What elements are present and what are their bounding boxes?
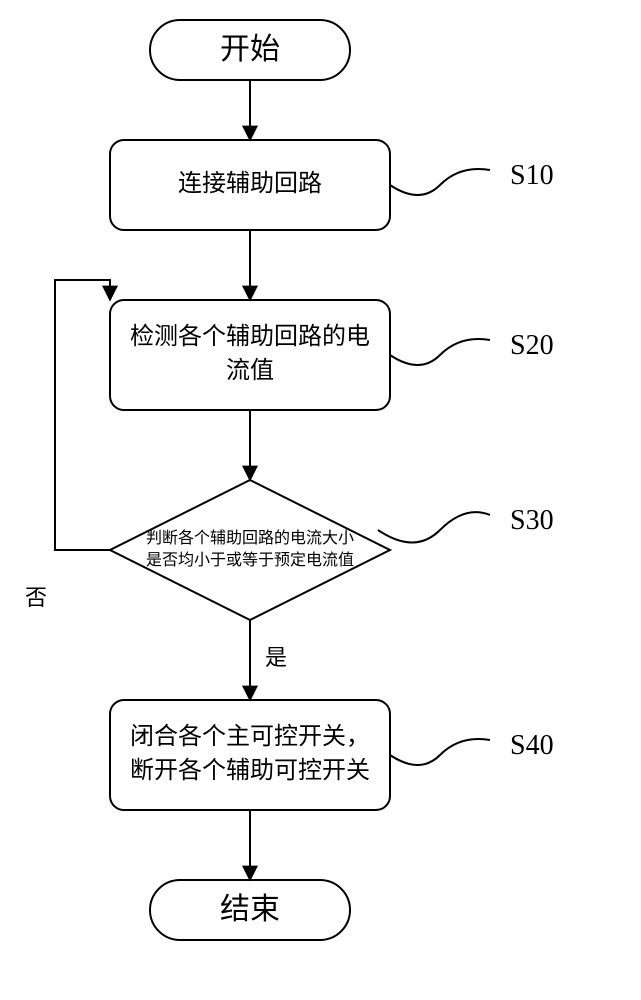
callout-s10 — [390, 169, 490, 195]
s20-id: S20 — [510, 330, 554, 362]
s30-id: S30 — [510, 505, 554, 537]
start-label: 开始 — [150, 20, 350, 80]
callout-s30 — [378, 512, 490, 542]
callout-s40 — [390, 739, 490, 765]
s10-id: S10 — [510, 160, 554, 192]
s40-label: 闭合各个主可控开关，断开各个辅助可控开关 — [120, 700, 380, 810]
callout-s20 — [390, 339, 490, 365]
edge-yes-label: 是 — [265, 640, 287, 672]
s40-id: S40 — [510, 730, 554, 762]
s10-label: 连接辅助回路 — [110, 140, 390, 230]
s30-label: 判断各个辅助回路的电流大小是否均小于或等于预定电流值 — [145, 500, 355, 600]
edge-no-label: 否 — [25, 580, 47, 612]
end-label: 结束 — [150, 880, 350, 940]
edge-s30-no-loop — [55, 280, 110, 550]
s20-label: 检测各个辅助回路的电流值 — [120, 300, 380, 410]
